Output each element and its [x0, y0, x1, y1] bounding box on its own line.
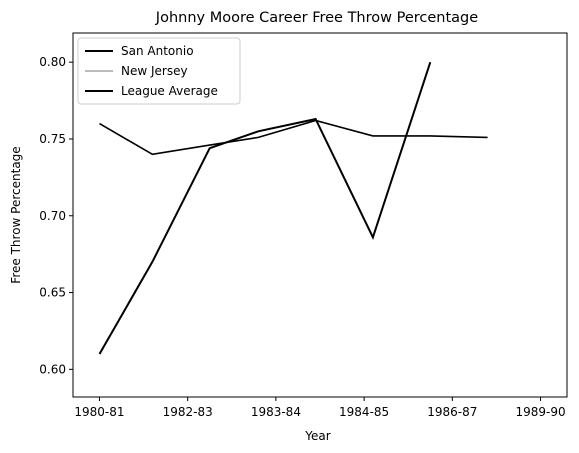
legend-label-san-antonio: San Antonio — [121, 44, 194, 58]
y-tick-label: 0.60 — [39, 362, 66, 376]
series-lines — [98, 61, 488, 355]
y-axis-label: Free Throw Percentage — [9, 146, 23, 283]
y-tick-label: 0.75 — [39, 132, 66, 146]
y-tick-label: 0.65 — [39, 286, 66, 300]
legend: San Antonio New Jersey League Average — [77, 37, 241, 105]
x-tick-label: 1983-84 — [251, 405, 301, 419]
legend-label-new-jersey: New Jersey — [121, 64, 188, 78]
x-tick-label: 1980-81 — [74, 405, 124, 419]
x-axis-ticks: 1980-81 1982-83 1983-84 1984-85 1986-87 1989-… — [74, 397, 566, 419]
series-line-san-antonio — [98, 61, 432, 355]
y-axis-ticks: 0.60 0.65 0.70 0.75 0.80 — [39, 55, 73, 376]
y-tick-label: 0.70 — [39, 209, 66, 223]
y-tick-label: 0.80 — [39, 55, 66, 69]
legend-box — [77, 37, 241, 105]
series-line-league-average — [99, 119, 488, 156]
x-tick-label: 1984-85 — [339, 405, 389, 419]
x-tick-label: 1989-90 — [515, 405, 565, 419]
x-axis-label: Year — [304, 429, 330, 443]
chart-title: Johnny Moore Career Free Throw Percentag… — [155, 10, 478, 26]
x-tick-label: 1986-87 — [427, 405, 477, 419]
plot-frame — [72, 32, 568, 398]
x-tick-label: 1982-83 — [163, 405, 213, 419]
legend-label-league-average: League Average — [121, 84, 218, 98]
